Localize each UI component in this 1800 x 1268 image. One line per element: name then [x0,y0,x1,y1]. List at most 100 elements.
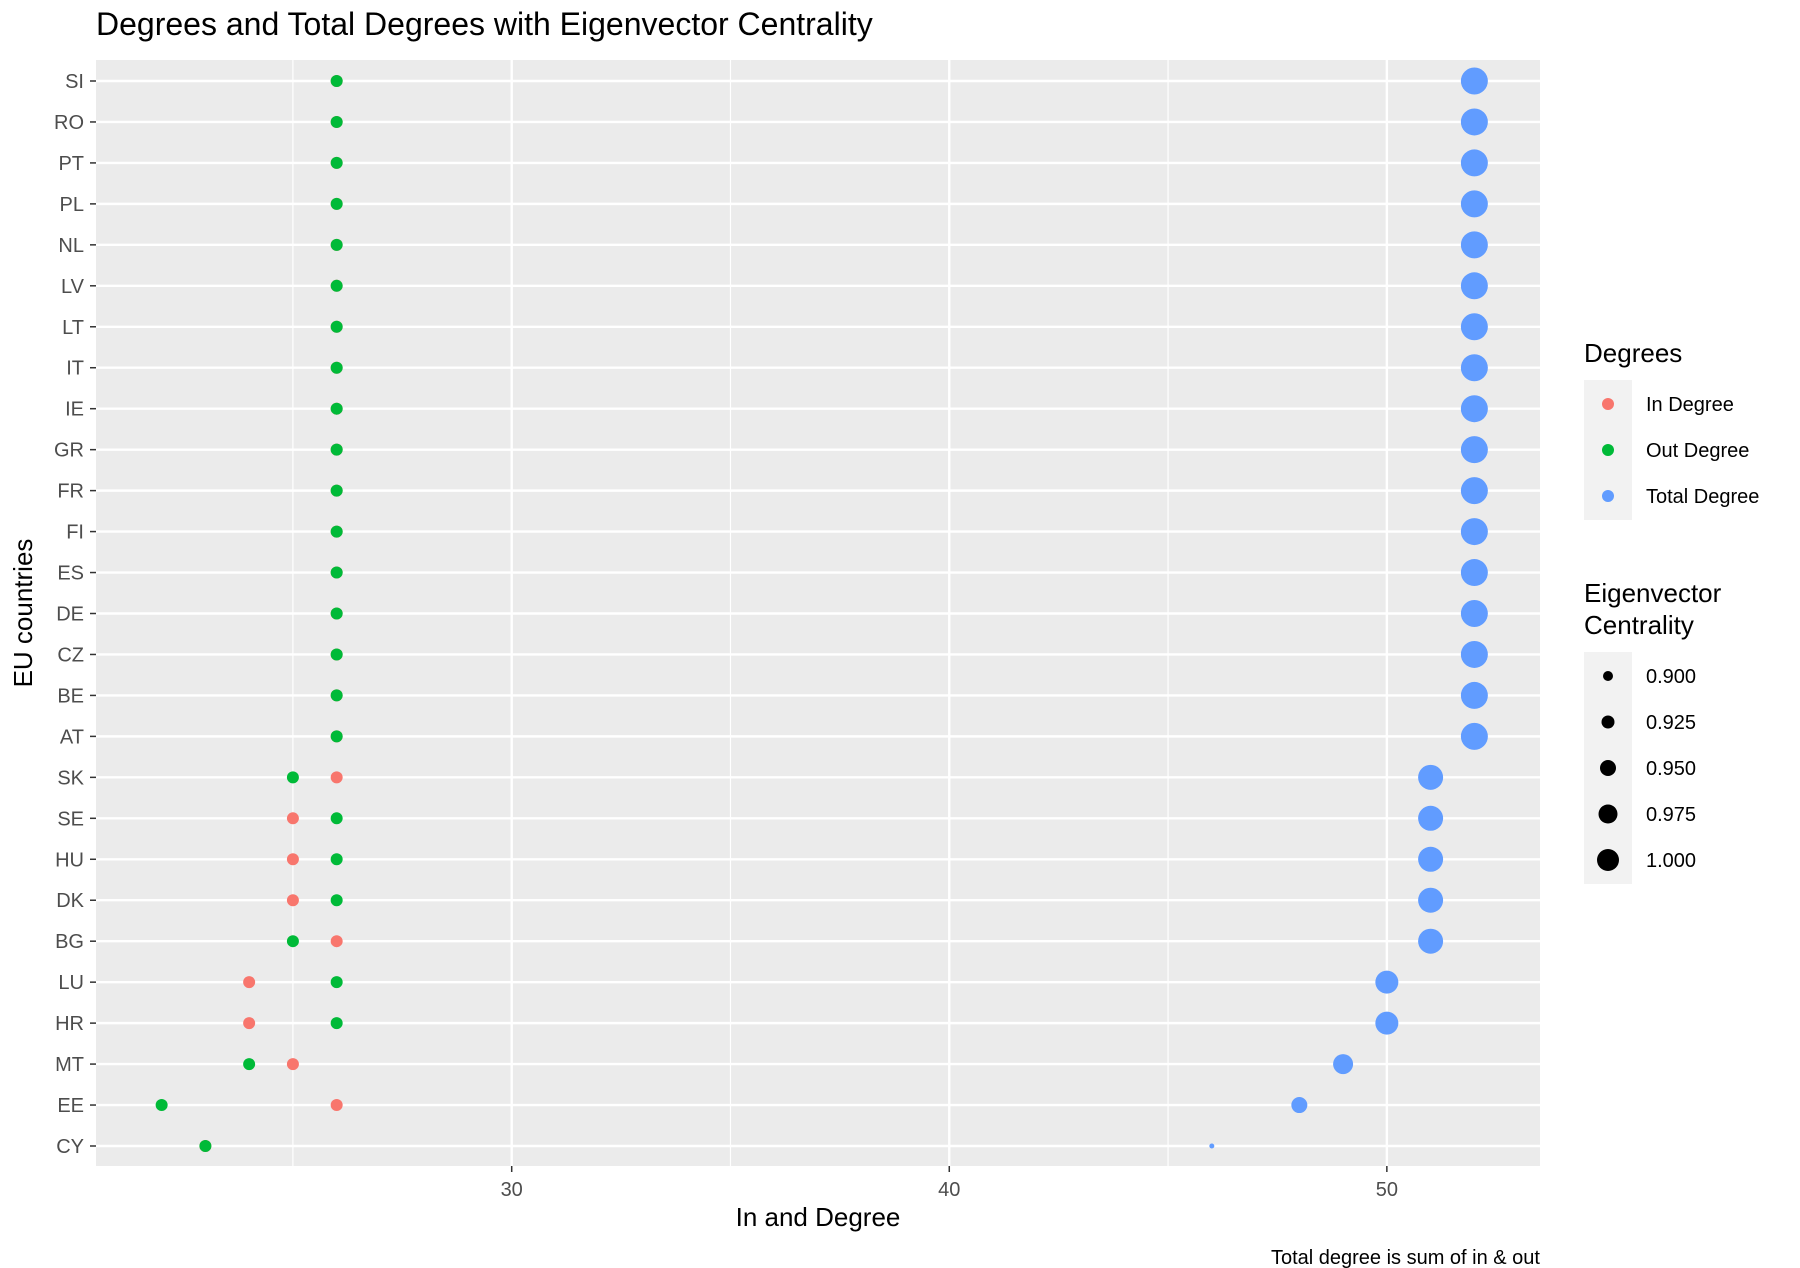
out-degree-point-ro [330,115,343,128]
y-tick-label-es: ES [57,563,84,585]
y-tick-label-de: DE [56,604,84,626]
y-tick-label-mt: MT [55,1054,84,1076]
total-degree-point-pt [1460,149,1488,177]
out-degree-point-hr [330,1017,343,1030]
size-legend-key [1597,849,1619,871]
total-degree-point-se [1418,805,1444,831]
size-legend-key [1601,715,1615,729]
y-tick-label-se: SE [57,808,84,830]
out-degree-point-pl [330,197,343,210]
size-legend-label: 0.925 [1646,712,1696,734]
total-degree-point-pl [1460,190,1488,218]
total-degree-point-ro [1460,108,1488,136]
out-degree-point-mt [243,1058,256,1071]
size-legend-title-line-1: Eigenvector [1584,578,1722,608]
color-legend: Degrees In Degree Out Degree Total Degree [1584,338,1759,520]
y-tick-label-fi: FI [66,522,84,544]
y-tick-label-lv: LV [61,276,85,298]
total-degree-point-nl [1460,231,1488,259]
out-degree-point-hu [330,853,343,866]
out-degree-point-es [330,566,343,579]
y-tick-label-si: SI [65,71,84,93]
size-legend-label: 0.975 [1646,804,1696,826]
in-degree-point-hu [286,853,299,866]
total-degree-point-fi [1460,518,1488,546]
in-degree-point-ee [330,1099,343,1112]
legend-label-out-degree: Out Degree [1646,440,1749,462]
in-degree-point-dk [286,894,299,907]
y-tick-label-ro: RO [54,112,84,134]
total-degree-point-gr [1460,436,1488,464]
y-tick-label-gr: GR [54,440,84,462]
out-degree-point-lt [330,320,343,333]
out-degree-point-at [330,730,343,743]
y-tick-label-dk: DK [56,890,84,912]
total-degree-point-hr [1375,1011,1399,1035]
total-degree-point-ee [1291,1097,1308,1114]
total-degree-point-hu [1418,846,1444,872]
total-degree-point-es [1460,559,1488,587]
total-degree-point-lt [1460,313,1488,341]
y-tick-label-lt: LT [62,317,84,339]
total-degree-point-it [1460,354,1488,382]
legend-key-total-degree [1602,490,1614,502]
total-degree-point-cz [1460,640,1488,668]
y-tick-label-pl: PL [60,194,84,216]
y-tick-label-pt: PT [58,153,84,175]
total-degree-point-mt [1333,1054,1354,1075]
in-degree-point-se [286,812,299,825]
total-degree-point-lu [1375,970,1399,994]
axis-ticks: 30 40 50 CY EE MT HR LU BG DK HU SE SK AT BE CZ DE ES FI FR… [54,71,1398,1201]
total-degree-point-cy [1209,1143,1215,1149]
size-legend-label: 0.950 [1646,758,1696,780]
out-degree-point-it [330,361,343,374]
out-degree-point-sk [286,771,299,784]
out-degree-point-pt [330,156,343,169]
x-tick-label: 40 [938,1179,960,1201]
y-tick-label-be: BE [57,685,84,707]
size-legend-label: 1.000 [1646,850,1696,872]
in-degree-point-hr [243,1017,256,1030]
y-tick-label-at: AT [60,726,84,748]
y-tick-label-ee: EE [57,1095,84,1117]
total-degree-point-si [1460,67,1488,95]
x-axis-title: In and Degree [736,1202,901,1232]
color-legend-title: Degrees [1584,338,1682,368]
in-degree-point-lu [243,976,256,989]
size-legend: Eigenvector Centrality 0.900 0.925 0.950 0.… [1584,578,1722,884]
out-degree-point-nl [330,238,343,251]
out-degree-point-be [330,689,343,702]
out-degree-point-se [330,812,343,825]
y-tick-label-bg: BG [55,931,84,953]
y-tick-label-ie: IE [65,399,84,421]
x-tick-label: 30 [501,1179,523,1201]
total-degree-point-bg [1418,928,1444,954]
out-degree-point-gr [330,443,343,456]
size-legend-key [1603,671,1613,681]
size-legend-title-line-2: Centrality [1584,610,1694,640]
out-degree-point-dk [330,894,343,907]
in-degree-point-mt [286,1058,299,1071]
y-tick-label-hr: HR [55,1013,84,1035]
out-degree-point-ee [155,1099,168,1112]
total-degree-point-sk [1418,764,1444,790]
y-tick-label-hu: HU [55,849,84,871]
legend-key-out-degree [1602,444,1614,456]
y-tick-label-nl: NL [58,235,84,257]
total-degree-point-be [1460,681,1488,709]
total-degree-point-dk [1418,887,1444,913]
legend-label-in-degree: In Degree [1646,394,1734,416]
chart-title: Degrees and Total Degrees with Eigenvect… [96,6,873,42]
data-points [155,67,1488,1152]
y-tick-label-lu: LU [58,972,84,994]
legend-key-in-degree [1602,398,1614,410]
out-degree-point-bg [286,935,299,948]
out-degree-point-fi [330,525,343,538]
total-degree-point-lv [1460,272,1488,300]
size-legend-label: 0.900 [1646,666,1696,688]
y-tick-label-fr: FR [57,481,84,503]
y-tick-label-it: IT [66,358,84,380]
out-degree-point-cz [330,648,343,661]
x-tick-label: 50 [1376,1179,1398,1201]
